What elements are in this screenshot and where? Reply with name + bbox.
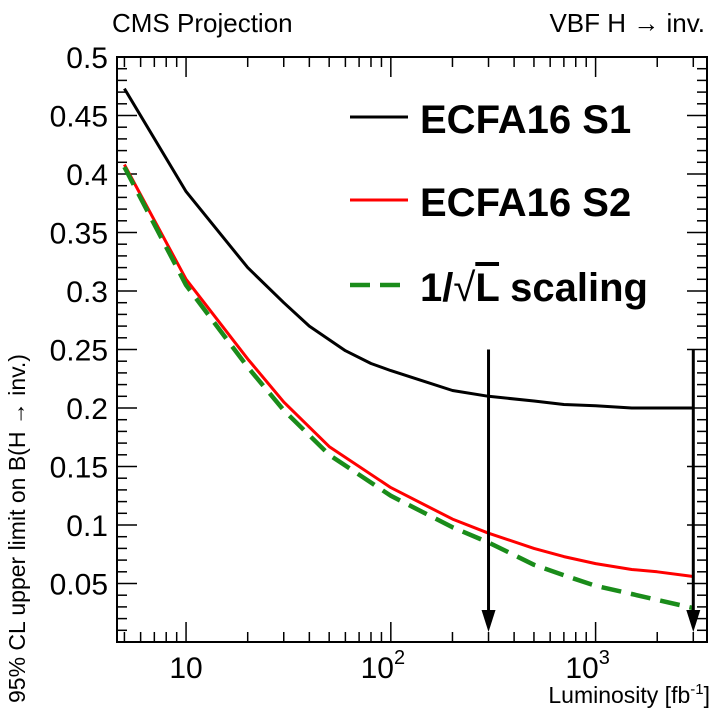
arrow-head bbox=[686, 610, 701, 632]
data-series bbox=[122, 87, 694, 611]
y-tick-label: 0.15 bbox=[50, 452, 108, 485]
legend-label-scaling: 1/√L scaling bbox=[420, 266, 648, 310]
x-tick-label: 102 bbox=[361, 647, 406, 685]
y-tick-label: 0.1 bbox=[66, 510, 108, 543]
legend-label-s1: ECFA16 S1 bbox=[420, 98, 631, 142]
series-ecfa16-s1 bbox=[123, 87, 694, 410]
series-sqrt-l-scaling bbox=[122, 165, 694, 611]
y-axis-label: 95% CL upper limit on B(H → inv.) bbox=[4, 354, 30, 703]
header-right: VBF H → inv. bbox=[549, 8, 705, 38]
y-tick-label: 0.25 bbox=[50, 335, 108, 368]
header-left: CMS Projection bbox=[112, 8, 293, 38]
y-tick-label: 0.3 bbox=[66, 276, 108, 309]
y-tick-label: 0.45 bbox=[50, 101, 108, 134]
y-tick-label: 0.5 bbox=[66, 42, 108, 75]
y-tick-label: 0.2 bbox=[66, 393, 108, 426]
legend-label-s2: ECFA16 S2 bbox=[420, 181, 631, 225]
y-axis-ticks: 0.05 0.1 0.15 0.2 0.25 0.3 0.35 0.4 0.45 0.5 bbox=[50, 42, 707, 632]
legend: ECFA16 S1 ECFA16 S2 1/√L scaling bbox=[350, 98, 648, 310]
y-tick-label: 0.4 bbox=[66, 159, 108, 192]
series-ecfa16-s2 bbox=[123, 163, 694, 578]
arrow-head bbox=[481, 610, 496, 632]
y-tick-label: 0.05 bbox=[50, 569, 108, 602]
x-axis-ticks: 10 102 103 bbox=[123, 57, 695, 685]
y-tick-label: 0.35 bbox=[50, 218, 108, 251]
plot-frame bbox=[116, 56, 708, 643]
x-axis-label: Luminosity [fb-1] bbox=[548, 681, 710, 708]
arrows bbox=[481, 349, 701, 632]
x-tick-label: 103 bbox=[565, 647, 610, 685]
x-tick-label: 10 bbox=[169, 652, 202, 685]
